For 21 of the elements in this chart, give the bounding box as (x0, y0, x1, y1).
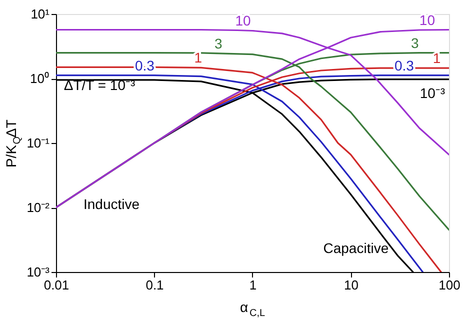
annotation: 10⁻³ (420, 84, 446, 101)
x-tick-label: 100 (438, 278, 460, 292)
y-axis-title: P/KQΔT (3, 119, 23, 168)
x-tick-label: 0.1 (146, 278, 164, 292)
y-tick-label: 10⁻³ (26, 264, 50, 280)
annotation: 10 (419, 12, 436, 28)
y-tick-label: 10⁻¹ (26, 136, 50, 150)
annotation: Inductive (84, 196, 140, 212)
annotation: 3 (214, 35, 223, 52)
y-tick-label: 10¹ (30, 6, 50, 22)
annotation: 1 (194, 50, 202, 66)
x-tick-label: 0.01 (44, 278, 70, 292)
annotation: ΔT/T = 10⁻³ (64, 77, 136, 94)
y-tick-label: 10⁰ (30, 71, 50, 86)
annotation: 3 (411, 34, 420, 51)
x-tick-label: 1 (249, 278, 257, 292)
annotation: 10 (235, 12, 251, 28)
y-tick-label: 10⁻² (26, 200, 50, 215)
x-tick-label: 10 (344, 278, 358, 292)
annotation: Capacitive (323, 240, 389, 256)
annotation: 1 (432, 50, 441, 66)
